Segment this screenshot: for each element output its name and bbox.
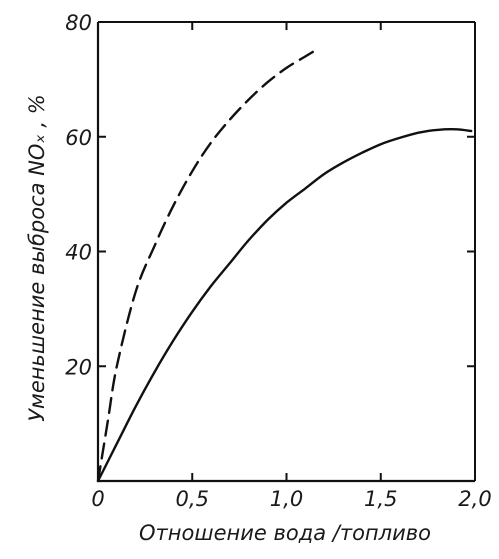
y-tick-label: 60 (65, 126, 92, 150)
dashed-series-line (96, 49, 316, 483)
x-tick-label: 0 (91, 487, 104, 511)
y-axis-title: Уменьшение выброса NOₓ , % (25, 94, 49, 422)
solid-series-line (96, 128, 473, 483)
y-tick-label: 40 (65, 241, 92, 265)
x-axis-title: Отношение вода /топливо (139, 521, 431, 545)
x-tick-label: 1,5 (364, 487, 397, 511)
y-tick-label: 20 (65, 355, 92, 379)
series-group (96, 49, 473, 483)
tick-group: 0 0,5 1,0 1,5 2,0 20 40 60 80 (65, 11, 491, 511)
x-tick-label: 2,0 (458, 487, 491, 511)
x-tick-label: 1,0 (270, 487, 303, 511)
y-tick-label: 80 (65, 11, 92, 35)
x-tick-label: 0,5 (176, 487, 209, 511)
